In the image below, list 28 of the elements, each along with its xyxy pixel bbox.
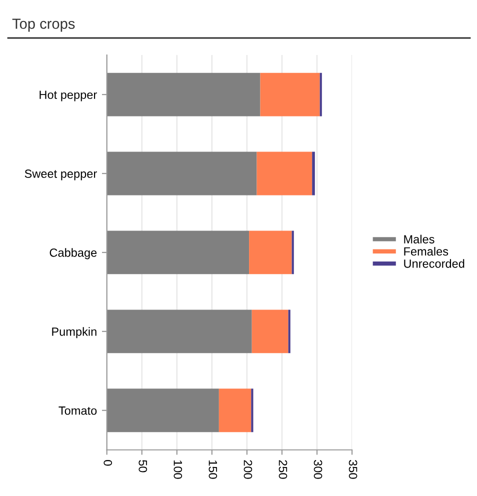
- bar: [312, 152, 315, 196]
- x-tick-label: 250: [278, 460, 288, 479]
- legend-label: Males: [404, 234, 434, 244]
- bar: [106, 310, 252, 354]
- y-tick-label: Hot pepper: [40, 90, 97, 102]
- x-tick-label: 50: [138, 460, 148, 472]
- bar: [252, 310, 288, 354]
- bar: [106, 152, 257, 196]
- x-tick-label: 100: [174, 460, 182, 479]
- chart-title: Top crops: [12, 18, 75, 32]
- legend-label: Females: [404, 246, 448, 256]
- x-tick-label: 150: [208, 460, 218, 479]
- bar: [106, 388, 219, 432]
- bar: [218, 388, 252, 432]
- y-tick-label: Tomato: [58, 406, 97, 415]
- y-tick-label: Sweet pepper: [24, 170, 97, 180]
- bar: [256, 152, 312, 196]
- bar: [260, 72, 320, 116]
- y-tick-label: Pumpkin: [52, 327, 96, 338]
- bar: [106, 230, 250, 274]
- bar: [249, 230, 292, 274]
- y-tick-label: Cabbage: [50, 248, 97, 260]
- x-tick-label: 300: [314, 460, 322, 479]
- legend-label: Unrecorded: [404, 259, 464, 268]
- x-tick-label: 200: [244, 460, 252, 479]
- x-tick-label: 350: [348, 460, 358, 479]
- bar: [106, 72, 260, 116]
- x-tick-label: 0: [104, 460, 112, 466]
